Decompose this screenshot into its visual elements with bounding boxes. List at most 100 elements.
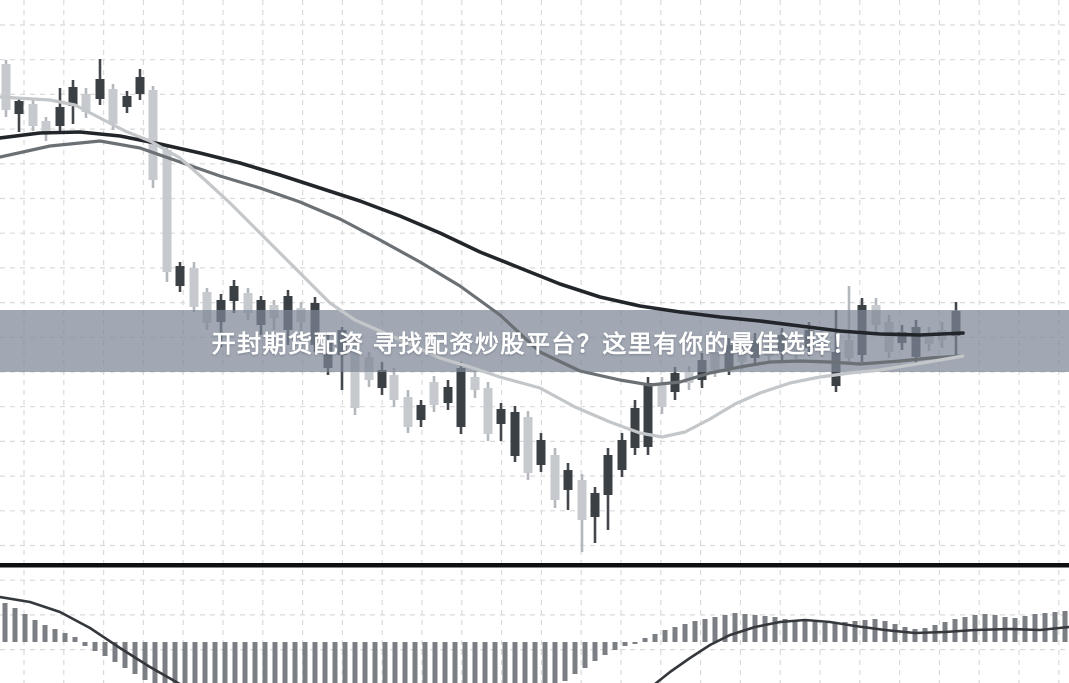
macd-bar xyxy=(92,642,98,651)
macd-bar xyxy=(182,642,188,683)
candle-body-up xyxy=(389,375,399,400)
macd-bar xyxy=(1032,614,1038,642)
macd-bar xyxy=(692,621,698,642)
macd-bar xyxy=(712,617,718,642)
macd-signal-line xyxy=(0,595,1069,683)
macd-bar xyxy=(622,642,628,646)
candle-body-up xyxy=(550,455,560,500)
candle-body-down xyxy=(95,79,105,99)
candle-body-up xyxy=(403,397,413,427)
macd-bar xyxy=(332,642,338,683)
macd-bar xyxy=(472,642,478,683)
macd-bar xyxy=(382,642,388,683)
macd-bar xyxy=(532,642,538,683)
macd-bar xyxy=(902,627,908,642)
candle-body-down xyxy=(643,383,653,447)
candle-body-down xyxy=(416,405,426,420)
candle-body-up xyxy=(350,345,360,408)
candle-body-down xyxy=(496,409,506,424)
macd-bar xyxy=(12,608,18,642)
macd-bar xyxy=(162,642,168,683)
macd-bar xyxy=(852,621,858,642)
macd-bar xyxy=(722,615,728,642)
macd-bar xyxy=(72,637,78,642)
macd-bar xyxy=(312,642,318,683)
macd-bar xyxy=(552,642,558,683)
candle-body-up xyxy=(470,377,480,390)
macd-bar xyxy=(62,633,68,642)
candle-body-down xyxy=(510,412,520,456)
candle-body-up xyxy=(189,268,199,307)
macd-bar xyxy=(492,642,498,683)
macd-bar xyxy=(742,614,748,642)
macd-bar xyxy=(302,642,308,683)
candle-body-down xyxy=(175,266,185,286)
macd-bar xyxy=(802,621,808,642)
macd-bar xyxy=(282,642,288,683)
candle-body-down xyxy=(122,96,132,107)
macd-bar xyxy=(462,642,468,683)
pane-separator xyxy=(0,563,1069,568)
macd-bar xyxy=(82,642,88,646)
macd-bar xyxy=(892,624,898,642)
macd-bar xyxy=(872,619,878,642)
macd-bar xyxy=(882,621,888,642)
macd-bar xyxy=(272,642,278,683)
candle-body-down xyxy=(229,286,239,301)
candle-body-up xyxy=(162,150,172,272)
candle-body-up xyxy=(523,417,533,473)
macd-bar xyxy=(212,642,218,683)
macd-bar xyxy=(592,642,598,661)
macd-bar xyxy=(392,642,398,683)
macd-bar xyxy=(772,617,778,642)
candle-body-down xyxy=(603,455,613,495)
macd-bar xyxy=(502,642,508,683)
macd-bar xyxy=(402,642,408,683)
candle-body-down xyxy=(536,440,546,465)
separator-layer xyxy=(0,563,1069,568)
macd-bar xyxy=(782,619,788,642)
macd-bar xyxy=(512,642,518,683)
candle-body-down xyxy=(55,107,65,126)
macd-bar xyxy=(362,642,368,683)
candle-body-up xyxy=(429,382,439,405)
candles-layer xyxy=(1,59,961,552)
macd-bar xyxy=(432,642,438,683)
macd-bar xyxy=(322,642,328,683)
macd-bar xyxy=(522,642,528,683)
candle-body-up xyxy=(148,90,158,180)
macd-bar xyxy=(422,642,428,683)
macd-bar xyxy=(812,622,818,642)
candle-body-up xyxy=(483,388,493,434)
macd-bar xyxy=(632,642,638,644)
macd-bar xyxy=(652,634,658,642)
candle-body-up xyxy=(243,293,253,313)
candle-body-down xyxy=(563,470,573,490)
candle-body-up xyxy=(202,292,212,323)
banner-layer xyxy=(0,310,1069,372)
macd-bar xyxy=(22,614,28,642)
candle-body-down xyxy=(135,77,145,94)
macd-bar xyxy=(642,638,648,642)
macd-bar xyxy=(152,642,158,683)
macd-bar xyxy=(452,642,458,683)
macd-bar xyxy=(702,619,708,642)
macd-bar xyxy=(682,624,688,642)
candle-body-down xyxy=(630,408,640,448)
candle-body-up xyxy=(81,94,91,112)
candle-body-up xyxy=(28,104,38,126)
macd-bar xyxy=(662,630,668,642)
candle-body-up xyxy=(684,372,694,383)
macd-bar xyxy=(732,613,738,642)
candle-body-down xyxy=(68,87,78,106)
candle-body-up xyxy=(41,121,51,134)
macd-bar xyxy=(1052,612,1058,642)
macd-bar xyxy=(412,642,418,683)
macd-bar xyxy=(172,642,178,683)
macd-bar xyxy=(762,616,768,642)
candle-body-up xyxy=(577,480,587,520)
macd-bar xyxy=(862,620,868,642)
macd-bar xyxy=(52,629,58,642)
macd-bar xyxy=(612,642,618,650)
